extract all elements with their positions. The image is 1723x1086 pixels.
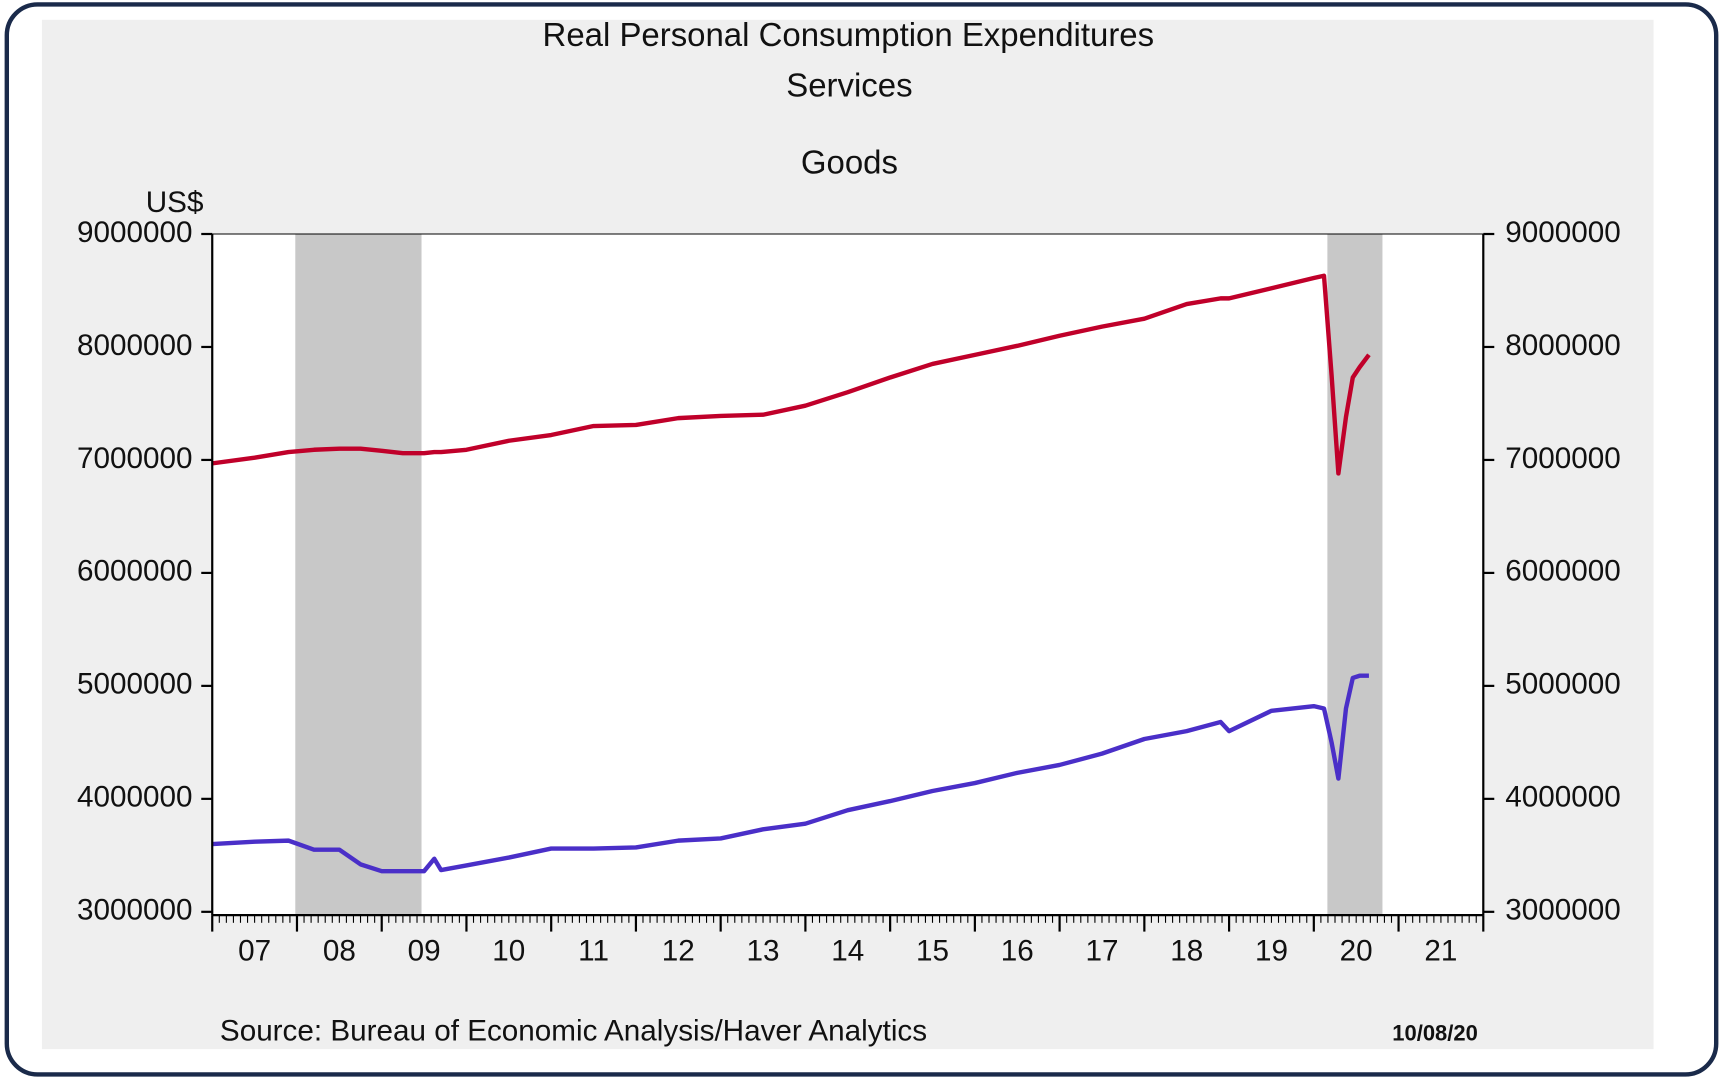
- x-tick-label: 19: [1255, 934, 1288, 967]
- x-tick-label: 21: [1424, 934, 1457, 967]
- x-tick-label: 10: [492, 934, 525, 967]
- y2-tick-label: 3000000: [1505, 894, 1620, 927]
- legend-entry: Services: [786, 67, 912, 104]
- series-line: [211, 273, 1371, 476]
- y2-tick-label: 5000000: [1505, 668, 1620, 701]
- series-line: [212, 673, 1369, 874]
- x-tick-label: 15: [916, 934, 949, 967]
- x-tick-label: 17: [1085, 934, 1118, 967]
- x-tick-label: 11: [578, 934, 609, 967]
- x-tick-label: 12: [662, 934, 695, 967]
- y2-tick-label: 7000000: [1505, 442, 1620, 475]
- y-tick-label: 5000000: [77, 668, 192, 701]
- x-tick-label: 09: [408, 934, 441, 967]
- y2-tick-label: 8000000: [1505, 329, 1620, 362]
- x-tick-label: 14: [831, 934, 864, 967]
- x-tick-label: 13: [747, 934, 780, 967]
- x-tick-label: 16: [1001, 934, 1034, 967]
- x-tick-label: 08: [323, 934, 356, 967]
- y-tick-label: 3000000: [77, 894, 192, 927]
- recession-band: [295, 233, 422, 916]
- y-tick-label: 6000000: [77, 555, 192, 588]
- y2-tick-label: 6000000: [1505, 555, 1620, 588]
- y-tick-label: 9000000: [77, 216, 192, 249]
- y-tick-label: 8000000: [77, 329, 192, 362]
- plot-area: [212, 233, 1484, 916]
- date: 10/08/20: [1392, 1021, 1478, 1046]
- chart-title: Real Personal Consumption Expenditures: [543, 16, 1155, 53]
- source: Source: Bureau of Economic Analysis/Have…: [220, 1014, 927, 1047]
- legend-entry: Goods: [801, 143, 898, 180]
- recession-band: [1327, 233, 1383, 916]
- y-axis-label: US$: [146, 186, 204, 219]
- y-tick-label: 4000000: [77, 781, 192, 814]
- y-tick-label: 7000000: [77, 442, 192, 475]
- x-tick-label: 20: [1340, 934, 1373, 967]
- x-tick-label: 18: [1170, 934, 1203, 967]
- y2-tick-label: 4000000: [1505, 781, 1620, 814]
- y2-tick-label: 9000000: [1505, 216, 1620, 249]
- x-tick-label: 07: [238, 934, 271, 967]
